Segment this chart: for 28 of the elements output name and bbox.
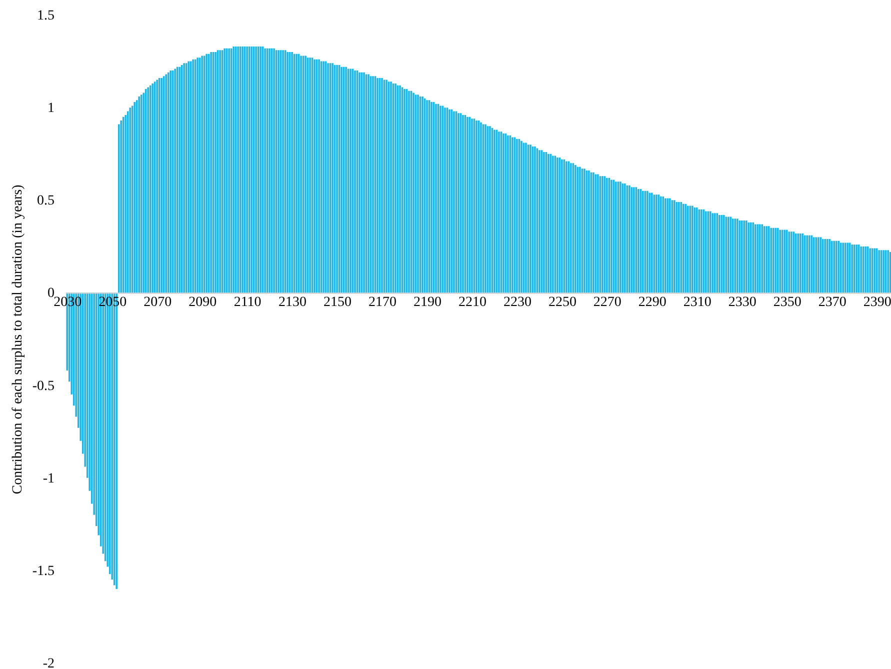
x-tick-label: 2370 bbox=[818, 295, 846, 310]
y-tick-label: -2 bbox=[42, 656, 54, 669]
x-tick-label: 2250 bbox=[548, 295, 576, 310]
x-tick-label: 2290 bbox=[638, 295, 666, 310]
x-tick-label: 2230 bbox=[503, 295, 532, 310]
y-tick-label: 1.5 bbox=[37, 8, 54, 24]
x-tick-label: 2170 bbox=[368, 295, 397, 310]
y-tick-label: -1 bbox=[42, 471, 54, 486]
x-tick-label: 2210 bbox=[458, 295, 486, 310]
x-tick-label: 2030 bbox=[54, 295, 82, 310]
x-tick-label: 2310 bbox=[683, 295, 712, 310]
x-tick-label: 2190 bbox=[413, 295, 442, 310]
x-tick-label: 2130 bbox=[278, 295, 307, 310]
y-tick-label: -0.5 bbox=[32, 378, 54, 394]
x-tick-label: 2050 bbox=[98, 295, 127, 310]
x-tick-label: 2070 bbox=[144, 295, 172, 310]
y-axis-title: Contribution of each surplus to total duration (in years) bbox=[10, 184, 26, 494]
x-tick-label: 2390 bbox=[863, 295, 891, 310]
y-tick-label: 0.5 bbox=[37, 194, 54, 209]
y-tick-label: 1 bbox=[48, 101, 54, 116]
x-tick-label: 2090 bbox=[188, 295, 217, 310]
y-tick-label: -1.5 bbox=[32, 564, 54, 579]
x-tick-label: 2270 bbox=[593, 295, 622, 310]
x-tick-label: 2110 bbox=[234, 295, 262, 310]
x-tick-label: 2350 bbox=[773, 295, 802, 310]
x-tick-label: 2150 bbox=[324, 295, 352, 310]
y-tick-label: 0 bbox=[48, 286, 54, 302]
x-tick-label: 2330 bbox=[728, 295, 756, 310]
